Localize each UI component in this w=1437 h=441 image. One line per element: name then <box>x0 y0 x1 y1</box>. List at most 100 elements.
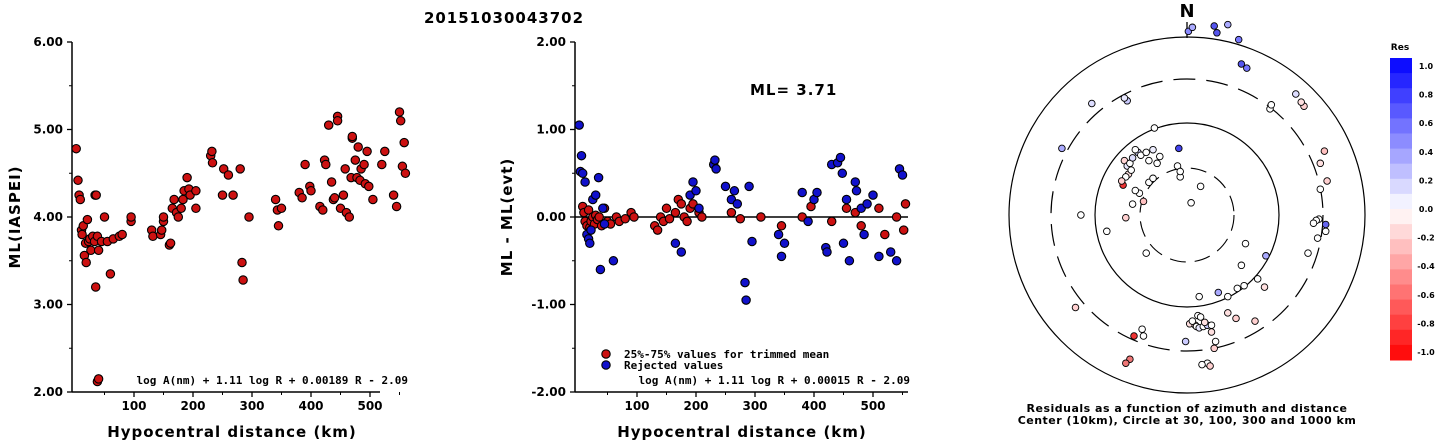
left-data-point <box>329 193 340 203</box>
station-marker <box>1145 156 1153 165</box>
station-marker <box>1131 145 1140 154</box>
station-marker <box>1210 344 1218 353</box>
left-data-point <box>75 194 86 205</box>
middle-data-point <box>740 277 750 288</box>
station-marker <box>1323 177 1331 185</box>
colorbar-label: 1.0 <box>1419 62 1434 71</box>
station-marker <box>1233 284 1242 293</box>
left-xtick-label: 100 <box>121 399 146 413</box>
left-data-point <box>228 190 238 200</box>
colorbar-cell <box>1390 329 1412 346</box>
middle-data-point <box>726 207 737 218</box>
left-data-point <box>105 269 116 279</box>
left-data-point <box>273 221 284 231</box>
left-data-point <box>176 203 186 214</box>
colorbar-label: -0.6 <box>1417 291 1435 300</box>
station-marker <box>1138 325 1146 333</box>
colorbar-label: 0.0 <box>1419 205 1434 214</box>
left-data-point <box>399 137 409 148</box>
left-data-point <box>217 190 228 200</box>
legend-red-marker <box>601 349 611 359</box>
residual-colorbar: Res 1.0 0.8 0.6 0.4 0.2 0.0 -0.2 -0.4 -0.6 -0.8 -1… <box>1390 43 1435 361</box>
middle-data-point <box>868 190 878 200</box>
station-marker <box>1181 337 1190 346</box>
left-formula: log A(nm) + 1.11 log R + 0.00189 R - 2.0… <box>136 374 408 387</box>
left-data-point <box>169 194 179 205</box>
middle-data-point <box>885 247 896 257</box>
colorbar-cell <box>1390 178 1412 195</box>
left-scatter-panel: 2.00 3.00 4.00 5.00 6.00 100 200 300 400 500 ML(I… <box>6 35 411 441</box>
station-marker <box>1297 98 1305 106</box>
left-data-point <box>353 142 363 152</box>
station-marker <box>1127 166 1135 174</box>
station-marker <box>1260 283 1269 291</box>
left-data-point <box>270 194 281 205</box>
middle-ytick-label: 0.00 <box>536 210 566 224</box>
colorbar-label: -0.2 <box>1417 234 1435 243</box>
colorbar-cell <box>1390 73 1412 89</box>
left-data-point <box>207 146 217 157</box>
circle-30km <box>1139 167 1235 263</box>
left-data-point <box>82 214 93 225</box>
colorbar-cell <box>1390 284 1412 301</box>
middle-data-point <box>862 199 872 209</box>
left-data-point <box>368 194 378 205</box>
middle-xtick-label: 300 <box>742 399 767 413</box>
left-data-point <box>173 212 184 222</box>
left-data-point <box>71 143 81 154</box>
middle-data-point <box>797 187 807 198</box>
left-xtick-label: 300 <box>239 399 264 413</box>
left-data-point <box>377 159 387 170</box>
left-data-point <box>156 225 167 235</box>
polar-residual-map: N Residuals as a function of azimuth and… <box>1008 1 1366 427</box>
left-data-point <box>126 212 136 222</box>
colorbar-cell <box>1390 299 1412 316</box>
station-marker <box>1262 252 1270 260</box>
middle-data-point <box>583 205 594 215</box>
left-data-point <box>86 245 96 256</box>
left-data-point <box>158 212 169 222</box>
middle-data-point <box>838 238 849 249</box>
station-marker <box>1188 23 1197 32</box>
ml-annotation: ML= 3.71 <box>750 81 837 99</box>
left-data-point <box>388 190 399 200</box>
colorbar-label: 0.2 <box>1419 176 1433 185</box>
middle-data-point <box>735 214 746 224</box>
left-data-point <box>99 212 110 222</box>
middle-data-point <box>841 203 852 214</box>
middle-scatter-panel: -2.00 -1.00 0.00 1.00 2.00 100 200 300 400 500 ML… <box>498 35 911 441</box>
colorbar-cell <box>1390 193 1412 210</box>
middle-data-point <box>661 203 672 214</box>
north-label: N <box>1179 1 1194 22</box>
left-data-point <box>191 203 201 214</box>
left-data-point <box>347 131 358 142</box>
left-data-point <box>223 170 234 180</box>
middle-data-point <box>850 177 861 187</box>
middle-data-point <box>826 216 837 227</box>
circle-100km <box>1094 122 1280 308</box>
left-data-point <box>218 164 229 174</box>
middle-data-point <box>670 238 681 249</box>
left-data-point <box>318 205 328 215</box>
legend-rejected-label: Rejected values <box>624 359 723 372</box>
left-ytick-label: 4.00 <box>33 210 63 224</box>
middle-data-point <box>590 190 601 200</box>
middle-data-point <box>744 181 754 192</box>
middle-xtick-label: 200 <box>683 399 708 413</box>
colorbar-cell <box>1390 148 1412 165</box>
station-marker <box>1316 159 1325 168</box>
station-marker <box>1243 64 1251 72</box>
station-marker <box>1195 292 1203 301</box>
colorbar-label: 0.4 <box>1419 148 1434 157</box>
station-marker <box>1224 309 1232 317</box>
station-marker <box>1320 147 1329 155</box>
left-data-point <box>81 257 91 268</box>
station-marker <box>1321 220 1330 229</box>
legend-trimmed-label: 25%-75% values for trimmed mean <box>624 348 829 361</box>
station-marker <box>1139 197 1148 206</box>
colorbar-cell <box>1390 314 1412 331</box>
station-marker <box>1128 200 1137 208</box>
station-marker <box>1316 185 1325 193</box>
middle-data-point <box>856 221 866 231</box>
left-xtick-label: 500 <box>357 399 382 413</box>
